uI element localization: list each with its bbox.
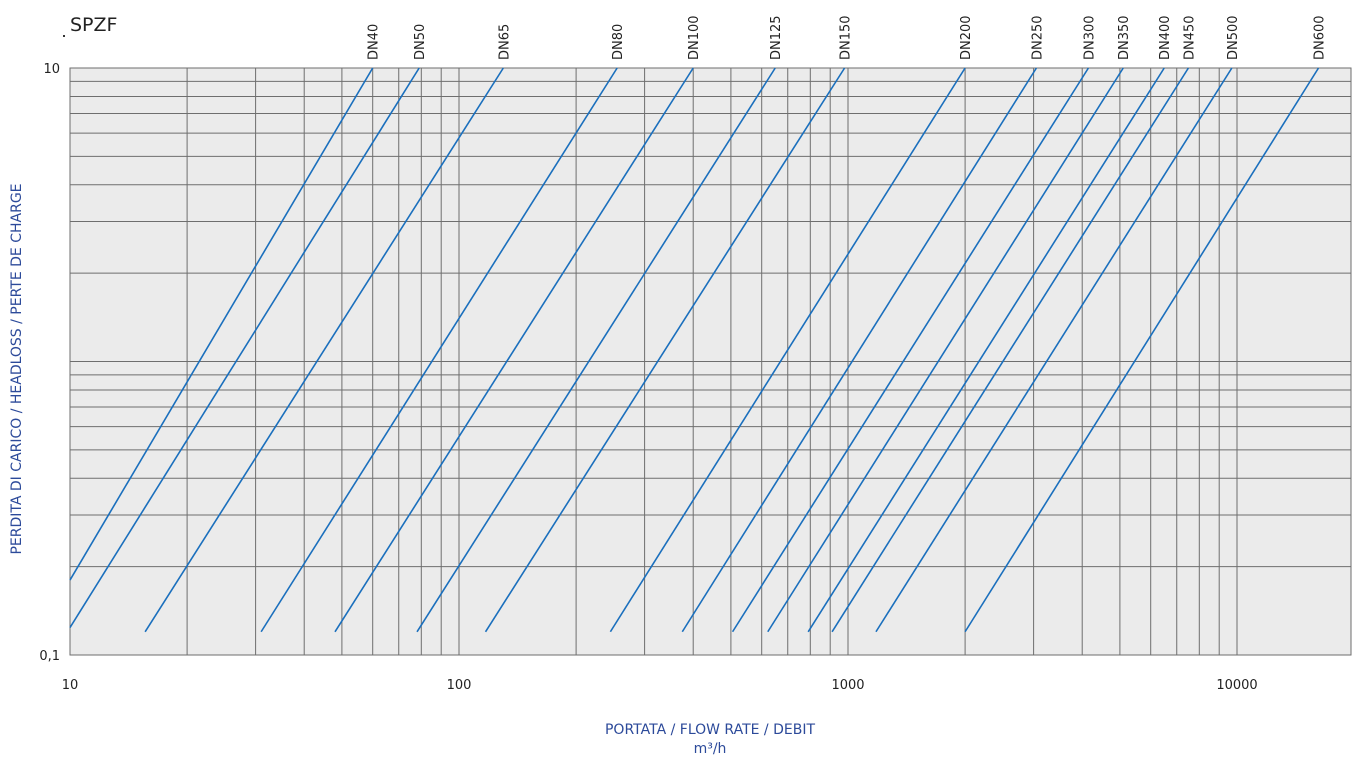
series-label-dn65: DN65 — [497, 24, 512, 60]
series-line-dn125 — [416, 67, 776, 633]
x-tick-label: 10000 — [1216, 678, 1257, 693]
series-label-dn200: DN200 — [959, 15, 974, 60]
x-tick-label: 1000 — [831, 678, 864, 693]
y-axis-label: PERDITA DI CARICO / HEADLOSS / PERTE DE … — [9, 183, 25, 555]
series-line-dn65 — [144, 67, 504, 633]
x-axis-unit: m³/h — [693, 741, 727, 757]
series-label-dn300: DN300 — [1082, 15, 1097, 60]
series-label-dn80: DN80 — [611, 24, 626, 60]
plot-frame — [69, 67, 1352, 656]
series-label-dn350: DN350 — [1117, 15, 1132, 60]
chart-title: SPZF — [70, 14, 118, 36]
series-line-dn40 — [69, 67, 374, 581]
series-label-dn400: DN400 — [1158, 15, 1173, 60]
series-line-dn200 — [609, 67, 966, 633]
series-label-dn150: DN150 — [839, 15, 854, 60]
series-label-dn250: DN250 — [1030, 15, 1045, 60]
x-tick-label: 10 — [62, 678, 79, 693]
y-tick-label: 0,1 — [39, 649, 60, 664]
series-line-dn250 — [681, 67, 1038, 633]
series-line-dn450 — [831, 67, 1190, 633]
series-line-dn500 — [875, 67, 1233, 633]
series-label-dn450: DN450 — [1182, 15, 1197, 60]
series-line-dn150 — [484, 67, 846, 633]
x-tick-label: 100 — [447, 678, 472, 693]
y-tick-label: 10 — [43, 62, 60, 77]
series-label-dn50: DN50 — [413, 24, 428, 60]
x-axis-label: PORTATA / FLOW RATE / DEBIT — [604, 722, 816, 738]
title-marker — [63, 35, 65, 37]
series-line-dn350 — [767, 67, 1124, 633]
series-line-dn400 — [807, 67, 1165, 633]
series-line-dn80 — [260, 67, 618, 633]
series-label-dn500: DN500 — [1226, 15, 1241, 60]
series-line-dn100 — [334, 67, 694, 633]
series-label-dn100: DN100 — [687, 15, 702, 60]
series-line-dn300 — [731, 67, 1090, 633]
series-label-dn125: DN125 — [769, 15, 784, 60]
series-line-dn600 — [964, 67, 1320, 633]
series-label-dn600: DN600 — [1313, 15, 1328, 60]
series-line-dn50 — [69, 67, 420, 629]
series-label-dn40: DN40 — [367, 24, 382, 60]
